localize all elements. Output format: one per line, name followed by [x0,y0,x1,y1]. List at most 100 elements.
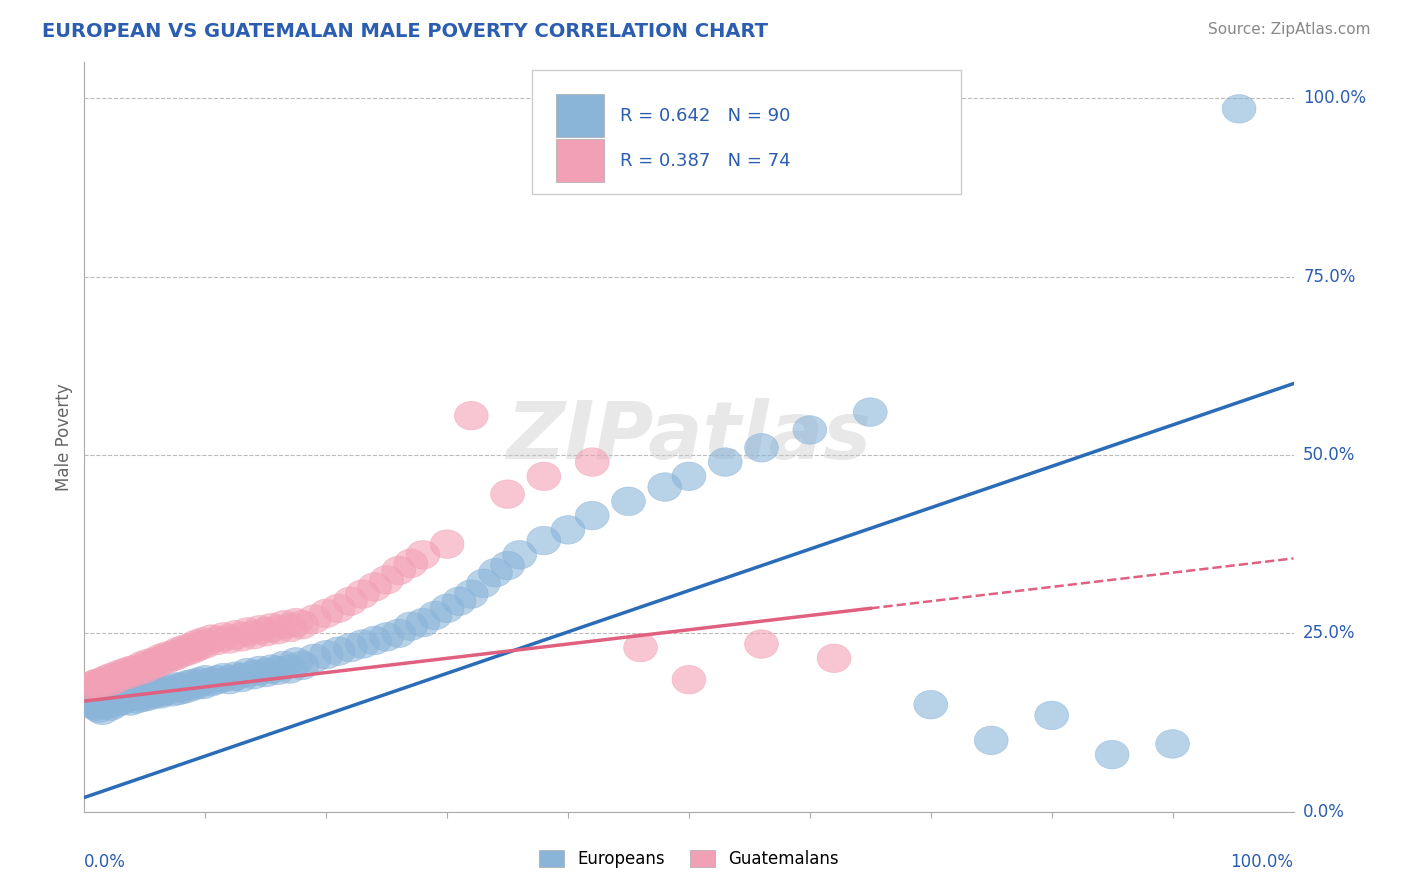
Ellipse shape [370,623,404,651]
Ellipse shape [149,676,184,705]
Ellipse shape [648,473,682,501]
Ellipse shape [86,696,120,724]
FancyBboxPatch shape [555,94,605,137]
Ellipse shape [110,660,143,689]
Ellipse shape [138,680,172,708]
Ellipse shape [974,726,1008,755]
Ellipse shape [914,690,948,719]
Text: Source: ZipAtlas.com: Source: ZipAtlas.com [1208,22,1371,37]
Ellipse shape [467,569,501,598]
Ellipse shape [357,626,391,655]
Ellipse shape [101,660,135,689]
Ellipse shape [346,630,380,658]
Ellipse shape [478,558,512,587]
Text: 100.0%: 100.0% [1303,89,1367,107]
Ellipse shape [1222,95,1256,123]
Ellipse shape [188,630,222,658]
Ellipse shape [285,610,319,639]
Ellipse shape [170,671,204,699]
Ellipse shape [77,671,111,699]
Ellipse shape [165,673,198,701]
Ellipse shape [170,637,204,665]
Ellipse shape [86,667,120,696]
Ellipse shape [82,694,115,723]
Ellipse shape [201,626,235,655]
Ellipse shape [146,678,180,706]
Ellipse shape [262,657,295,685]
Ellipse shape [575,448,609,476]
Ellipse shape [91,687,125,715]
Ellipse shape [1095,740,1129,769]
Ellipse shape [394,612,427,640]
Ellipse shape [297,605,330,633]
Ellipse shape [249,658,283,687]
Ellipse shape [149,642,184,671]
Ellipse shape [152,674,186,703]
Ellipse shape [146,646,180,674]
Ellipse shape [80,692,114,721]
Ellipse shape [624,633,658,662]
Ellipse shape [183,632,217,660]
Ellipse shape [454,580,488,608]
Ellipse shape [186,628,219,657]
Ellipse shape [236,621,270,649]
Text: 0.0%: 0.0% [1303,803,1346,821]
Ellipse shape [406,608,440,637]
Ellipse shape [165,639,198,667]
Ellipse shape [125,683,159,712]
Ellipse shape [333,633,367,662]
Ellipse shape [612,487,645,516]
Ellipse shape [309,640,343,669]
Ellipse shape [491,551,524,580]
Ellipse shape [201,665,235,694]
Legend: Europeans, Guatemalans: Europeans, Guatemalans [533,843,845,874]
Ellipse shape [73,687,107,715]
Ellipse shape [430,530,464,558]
Ellipse shape [167,635,201,664]
Text: ZIPatlas: ZIPatlas [506,398,872,476]
Ellipse shape [278,608,314,637]
Text: R = 0.642   N = 90: R = 0.642 N = 90 [620,107,790,125]
Ellipse shape [80,669,114,698]
Ellipse shape [267,651,301,680]
Ellipse shape [183,667,217,696]
Ellipse shape [370,566,404,594]
Ellipse shape [231,617,264,646]
Ellipse shape [218,621,253,649]
Ellipse shape [101,683,135,712]
Ellipse shape [107,658,141,687]
Ellipse shape [236,660,270,689]
Ellipse shape [254,655,288,683]
Ellipse shape [143,680,177,708]
Ellipse shape [745,630,779,658]
Ellipse shape [104,662,138,690]
Ellipse shape [418,601,451,630]
Ellipse shape [115,658,149,687]
Ellipse shape [709,448,742,476]
Ellipse shape [167,674,201,703]
Ellipse shape [243,615,277,644]
Text: R = 0.387   N = 74: R = 0.387 N = 74 [620,152,790,169]
Ellipse shape [110,683,143,712]
Ellipse shape [745,434,779,462]
Ellipse shape [77,690,111,719]
Ellipse shape [73,673,107,701]
Ellipse shape [225,664,259,692]
Ellipse shape [180,630,214,658]
Ellipse shape [134,678,167,706]
Ellipse shape [322,637,356,665]
Ellipse shape [394,549,427,578]
Ellipse shape [672,462,706,491]
Ellipse shape [176,635,209,664]
Ellipse shape [503,541,537,569]
Ellipse shape [267,610,301,639]
Ellipse shape [120,685,153,714]
Ellipse shape [114,657,148,685]
Ellipse shape [91,667,125,696]
Ellipse shape [430,594,464,623]
Ellipse shape [186,671,219,699]
Ellipse shape [122,657,156,685]
Ellipse shape [162,637,195,665]
Ellipse shape [454,401,488,430]
Ellipse shape [157,673,193,701]
